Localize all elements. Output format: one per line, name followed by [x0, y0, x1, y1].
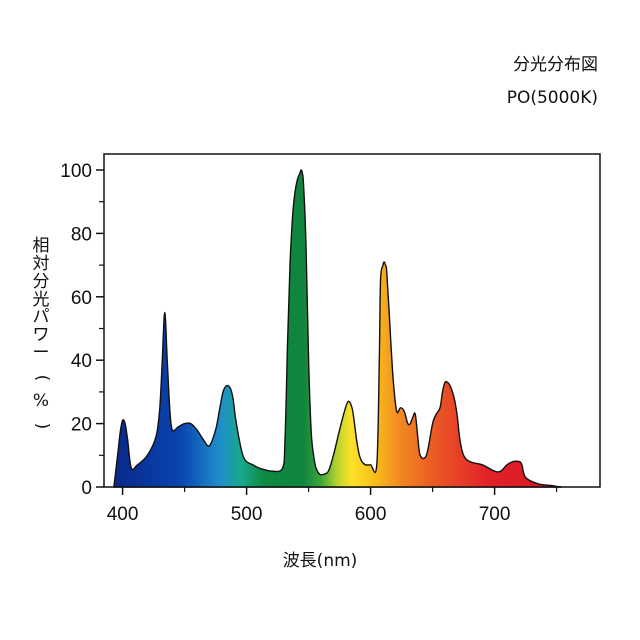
y-tick-label: 0: [81, 478, 92, 499]
y-axis-label: 相対分光パワー ( % ): [30, 236, 52, 440]
y-tick-label: 60: [71, 288, 92, 309]
x-tick-label: 600: [355, 504, 387, 525]
x-tick-label: 500: [231, 504, 263, 525]
y-axis-label-main: 相対分光パワー: [32, 236, 50, 364]
y-axis-label-unit: %: [32, 390, 50, 411]
x-axis-label: 波長(nm): [282, 551, 358, 571]
y-tick-label: 40: [71, 351, 92, 372]
y-tick-label: 80: [71, 224, 92, 245]
chart-title: 分光分布図: [513, 55, 598, 75]
y-tick-label: 20: [71, 415, 92, 436]
y-tick-label: 100: [60, 161, 92, 182]
chart-subtitle: PO(5000K): [506, 88, 598, 108]
axis-ticks: 0 20 40 60 80 100 400 500 600 700: [60, 161, 558, 525]
x-tick-label: 400: [107, 504, 139, 525]
x-tick-label: 700: [479, 504, 511, 525]
spectrum-curve: [113, 169, 562, 488]
